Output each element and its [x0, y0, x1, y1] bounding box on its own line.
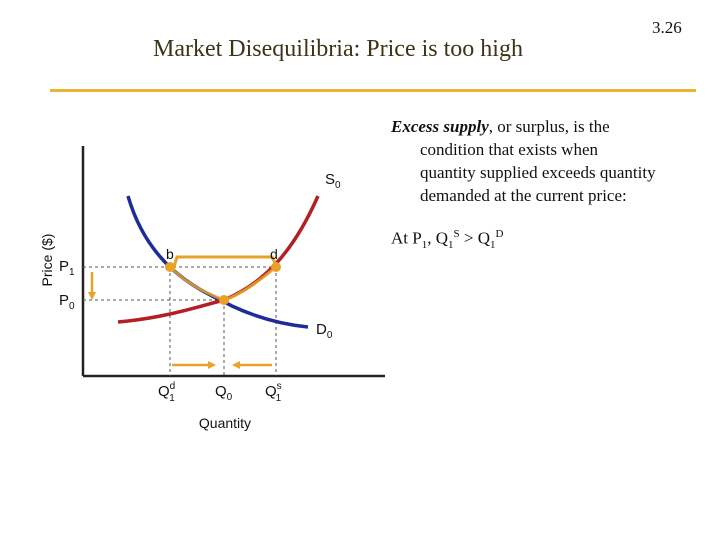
bullet-line-3: quantity supplied exceeds quantity — [420, 163, 656, 182]
p1-label: P1 — [59, 258, 75, 278]
demand-label: D0 — [316, 321, 333, 341]
supply-label: S0 — [325, 171, 341, 191]
guide-lines — [83, 266, 277, 376]
bullet-line-1: Excess supply, or surplus, is the — [391, 115, 711, 138]
demand-adjustment-trace — [168, 265, 225, 302]
formula-gt: > Q — [459, 228, 490, 248]
formula-qs-sub: 1 — [448, 239, 454, 252]
excess-supply-term: Excess supply — [391, 117, 489, 136]
point-d — [271, 262, 281, 272]
bullet-line-2: condition that exists when — [420, 140, 599, 159]
bullet-line-1-rest: , or surplus, is the — [488, 117, 610, 136]
bullet-line-4: demanded at the current price: — [420, 186, 627, 205]
excess-supply-bracket — [171, 255, 278, 271]
demand-curve — [126, 195, 309, 329]
excess-supply-text: Excess supply, or surplus, is the condit… — [391, 115, 711, 207]
x-axis-label: Quantity — [199, 415, 251, 431]
q1s-label: Qs 1 — [265, 381, 282, 404]
q0-label: Q0 — [215, 383, 233, 403]
point-b-label: b — [166, 246, 174, 262]
surplus-condition: At P1, Q1S > Q1D — [391, 228, 503, 251]
slide-number: 3.26 — [652, 18, 682, 37]
formula-qd-sub: 1 — [490, 239, 496, 252]
equilibrium-point — [219, 295, 229, 305]
slide-title: Market Disequilibria: Price is too high — [153, 36, 523, 62]
formula-qs-sup: S — [453, 228, 460, 240]
formula-p-sub: 1 — [421, 239, 428, 252]
title-divider — [50, 89, 696, 92]
formula-comma: , Q — [427, 228, 448, 248]
p0-label: P0 — [59, 292, 75, 312]
formula-qd-sup: D — [495, 228, 504, 240]
point-d-label: d — [270, 246, 278, 262]
point-b — [165, 262, 175, 272]
y-axis-label: Price ($) — [39, 234, 55, 287]
formula-prefix: At P — [391, 228, 422, 248]
q1d-label: Qd 1 — [158, 381, 175, 404]
supply-curve — [117, 195, 320, 324]
